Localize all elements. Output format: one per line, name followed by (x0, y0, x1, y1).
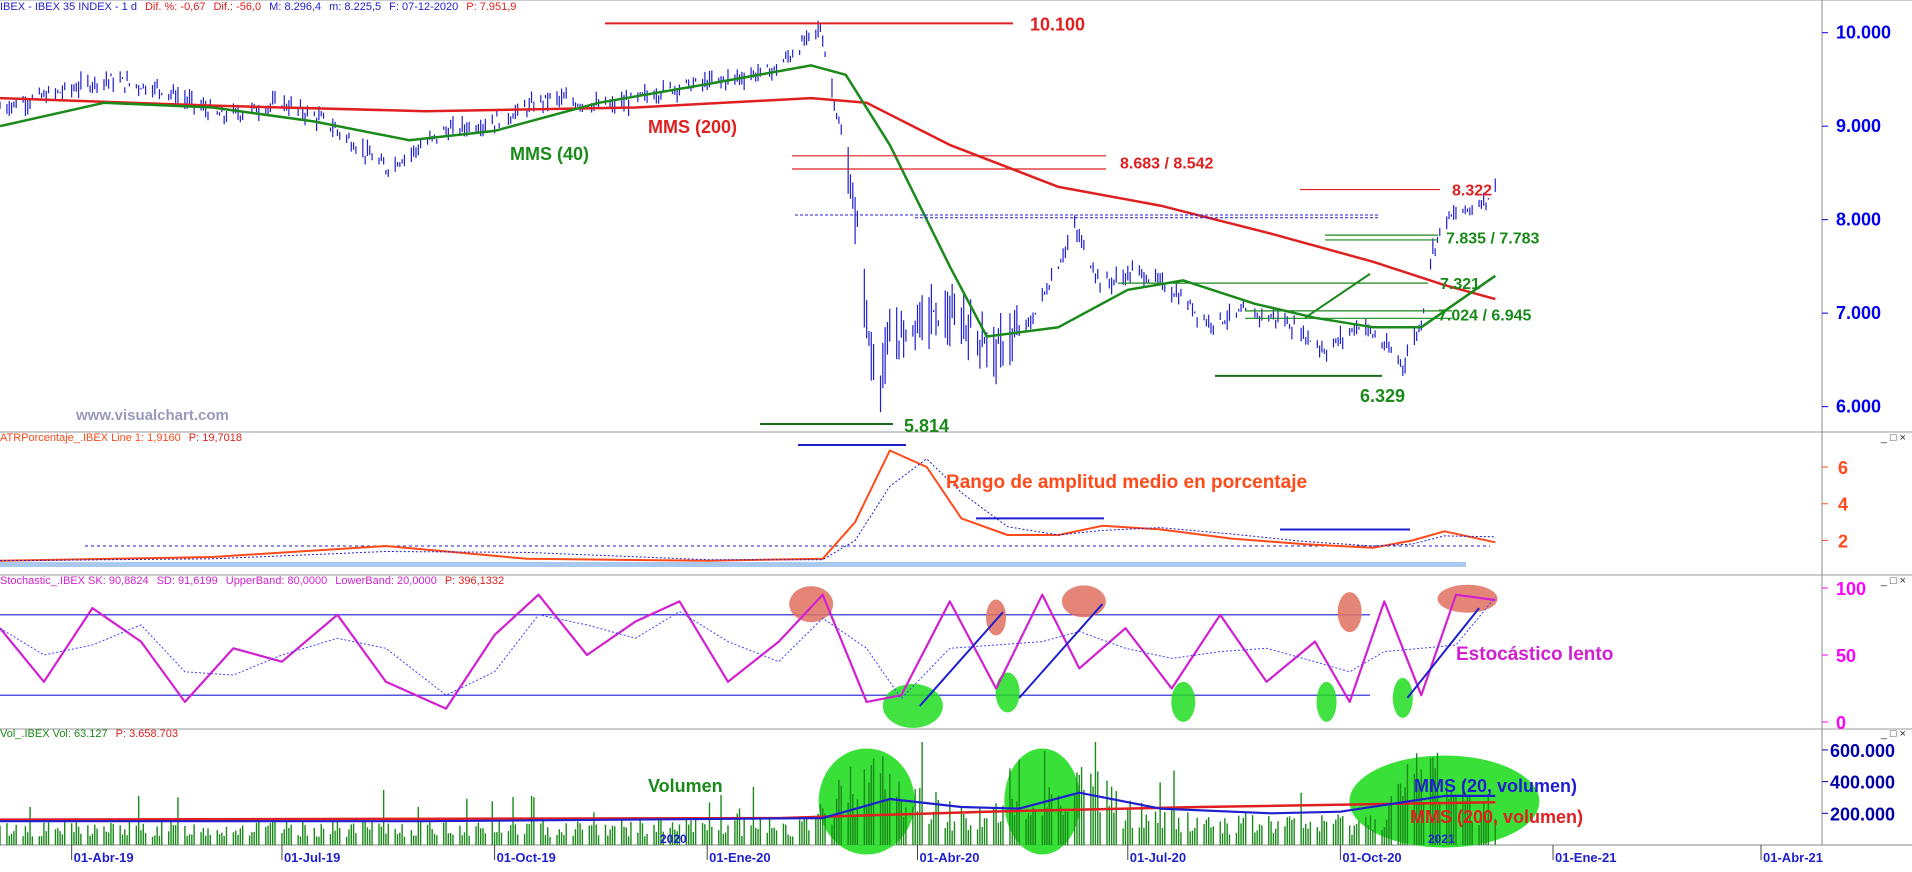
stoch-pane-header: Stochastic_.IBEX SK: 90,8824 SD: 91,6199 U… (0, 575, 512, 587)
x-tick-label: 01-Oct-19 (497, 850, 556, 865)
header-field: P: 396,1332 (444, 575, 505, 587)
atr-annotation: Rango de amplitud medio en porcentaje (946, 472, 1307, 493)
level-label-10100: 10.100 (1030, 14, 1085, 34)
header-field: Vol_.IBEX Vol: 63.127 (0, 728, 108, 740)
price-tick-label: 7.000 (1836, 303, 1881, 323)
stoch-sd-line (0, 597, 1496, 700)
price-tick-label: 9.000 (1836, 116, 1881, 136)
vol-mms20-line (0, 791, 1496, 823)
stoch-sk-line (0, 593, 1496, 710)
atr-line (0, 449, 1496, 562)
header-field: IBEX - IBEX 35 INDEX - 1 d (0, 1, 137, 13)
atr-window-controls[interactable]: _ □ × (1880, 432, 1906, 444)
stoch-highlight-green (995, 672, 1020, 713)
vol-tick-label: 200.000 (1830, 804, 1895, 824)
header-field: P: 3.658.703 (115, 728, 179, 740)
vol-tick-label: 400.000 (1830, 773, 1895, 793)
atr-baseline-band (0, 562, 1466, 567)
atr-pane-header: ATRPorcentaje_.IBEX Line 1: 1,9160 P: 19,… (0, 432, 250, 444)
price-tick-label: 8.000 (1836, 210, 1881, 230)
level-label-6329: 6.329 (1360, 386, 1405, 406)
stoch-trend-line (1018, 603, 1104, 699)
watermark: www.visualchart.com (75, 407, 229, 424)
vol-highlight (818, 748, 915, 855)
stoch-tick-label: 0 (1836, 713, 1846, 733)
header-field: UpperBand: 80,0000 (225, 575, 328, 587)
x-tick-label: 01-Abr-21 (1763, 850, 1823, 865)
header-field: Dif. %: -0,67 (144, 1, 206, 13)
price-tick-label: 10.000 (1836, 23, 1891, 43)
level-label-5814: 5.814 (904, 416, 949, 436)
stoch-trend-line (919, 611, 1004, 707)
atr-pane: 2 4 6 Rango de amplitud medio en porcentaje (0, 444, 1848, 567)
level-label-7024: 7.024 / 6.945 (1438, 308, 1532, 325)
trend-line (1304, 273, 1371, 319)
vol-mms200-label: MMS (200, volumen) (1410, 807, 1583, 827)
x-tick-label: 01-Abr-19 (74, 850, 134, 865)
header-field: Dif.: -56,0 (213, 1, 262, 13)
price-pane-header: IBEX - IBEX 35 INDEX - 1 d Dif. %: -0,67 D… (0, 1, 524, 13)
level-label-7835: 7.835 / 7.783 (1446, 231, 1540, 248)
mms200-line (0, 96, 1496, 301)
header-field: Stochastic_.IBEX SK: 90,8824 (0, 575, 149, 587)
mms200-label: MMS (200) (648, 117, 737, 137)
x-tick-label: 01-Jul-19 (284, 850, 340, 865)
stoch-annotation: Estocástico lento (1456, 644, 1613, 665)
year-label-2021: 2021 (1428, 832, 1455, 846)
stoch-trend-line (1406, 607, 1480, 699)
vol-window-controls[interactable]: _ □ × (1880, 728, 1906, 740)
stoch-highlight-red (1337, 592, 1362, 633)
vol-label: Volumen (648, 776, 723, 796)
header-field: F: 07-12-2020 (389, 1, 459, 13)
stoch-highlight-red (986, 599, 1007, 636)
level-label-7321: 7.321 (1440, 276, 1480, 293)
x-tick-label: 01-Jul-20 (1130, 850, 1186, 865)
header-field: ATRPorcentaje_.IBEX Line 1: 1,9160 (0, 432, 181, 444)
price-pane: 6.000 7.000 8.000 9.000 10.000 MMS (40) MMS (2… (0, 14, 1891, 436)
atr-tick-label: 4 (1838, 495, 1848, 515)
stoch-highlight-green (1316, 681, 1337, 722)
vol-pane-header: Vol_.IBEX Vol: 63.127 P: 3.658.703 (0, 728, 186, 740)
header-field: P: 19,7018 (188, 432, 243, 444)
stoch-pane: 0 50 100 Estocástico lento (0, 579, 1866, 733)
atr-tick-label: 6 (1838, 458, 1848, 478)
header-field: m: 8.225,5 (329, 1, 382, 13)
stoch-tick-label: 100 (1836, 579, 1866, 599)
stoch-highlight-green (1171, 681, 1196, 722)
stoch-tick-label: 50 (1836, 646, 1856, 666)
header-field: M: 8.296,4 (269, 1, 322, 13)
vol-mms200-line (0, 800, 1496, 821)
mms40-line (0, 64, 1497, 338)
stoch-window-controls[interactable]: _ □ × (1880, 575, 1906, 587)
header-field: SD: 91,6199 (156, 575, 218, 587)
year-label-2020: 2020 (660, 832, 687, 846)
vol-highlight (1349, 755, 1540, 848)
vol-tick-label: 600.000 (1830, 741, 1895, 761)
x-tick-label: 01-Abr-20 (919, 850, 979, 865)
stoch-highlight-red (1061, 585, 1106, 618)
price-tick-label: 6.000 (1836, 397, 1881, 417)
atr-signal-line (0, 458, 1496, 562)
level-label-8322: 8.322 (1452, 183, 1492, 200)
header-field: P: 7.951,9 (466, 1, 517, 13)
vol-mms20-label: MMS (20, volumen) (1414, 776, 1577, 796)
mms40-label: MMS (40) (510, 144, 589, 164)
stoch-highlight-green (1392, 677, 1413, 718)
level-label-8683: 8.683 / 8.542 (1120, 156, 1214, 173)
x-tick-label: 01-Oct-20 (1342, 850, 1401, 865)
header-field: LowerBand: 20,0000 (335, 575, 437, 587)
x-tick-label: 01-Ene-21 (1555, 850, 1616, 865)
atr-tick-label: 2 (1838, 531, 1848, 551)
x-tick-label: 01-Ene-20 (709, 850, 770, 865)
volume-pane: 200.000 400.000 600.000 Volumen MMS (20, vol… (0, 741, 1895, 855)
